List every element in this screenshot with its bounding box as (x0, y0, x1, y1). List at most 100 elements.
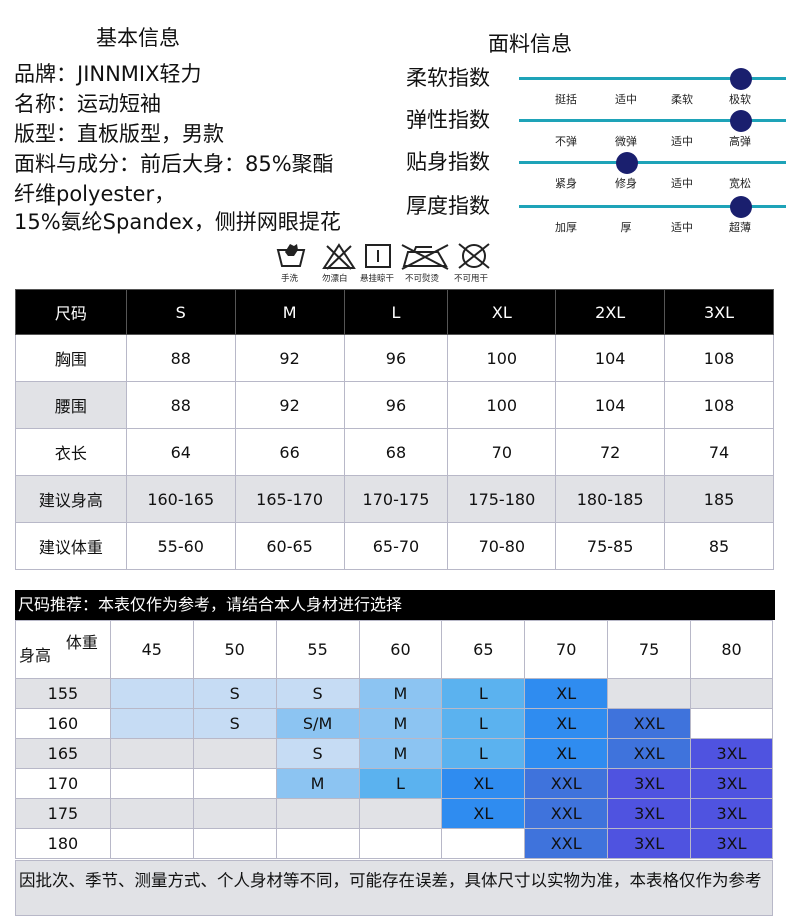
no-bleach-icon (322, 243, 356, 270)
indicator-option: 加厚 (555, 221, 577, 234)
height-cell: 165 (15, 738, 111, 769)
size-header-cell: 尺码 (15, 289, 127, 335)
recommend-cell (690, 678, 773, 709)
recommend-cell (192, 798, 277, 829)
height-cell: 155 (15, 678, 111, 709)
recommend-cell: XXL (607, 708, 692, 739)
size-row-label: 建议身高 (15, 475, 127, 523)
size-header-cell: L (343, 289, 449, 335)
recommend-cell (275, 798, 360, 829)
size-cell: 185 (664, 475, 774, 523)
indicator-label: 贴身指数 (406, 150, 490, 174)
recommend-cell: 3XL (690, 828, 773, 859)
size-cell: 65-70 (343, 522, 449, 570)
recommend-cell: M (358, 678, 443, 709)
recommend-cell: 3XL (690, 798, 773, 829)
size-table-row: 腰围 88 92 96 100 104 108 (15, 381, 774, 429)
size-header-cell: S (125, 289, 236, 335)
size-cell: 70-80 (447, 522, 557, 570)
indicator-option: 不弹 (555, 135, 577, 148)
indicator-track (519, 119, 786, 122)
recommend-cell (192, 738, 277, 769)
recommend-cell: XL (524, 678, 609, 709)
indicator-track (519, 161, 786, 164)
size-row-label: 建议体重 (15, 522, 127, 570)
size-table-row: 胸围 88 92 96 100 104 108 (15, 334, 774, 382)
size-cell: 96 (343, 381, 449, 429)
material-line-2: 纤维polyester， (14, 182, 176, 206)
material-line-3: 15%氨纶Spandex，侧拼网眼提花 (14, 210, 341, 234)
recommend-cell: S (192, 678, 277, 709)
recommend-cell: M (275, 768, 360, 799)
recommend-cell (441, 828, 526, 859)
hand-wash-icon (276, 244, 306, 267)
indicator-label: 厚度指数 (406, 194, 490, 218)
indicator-option: 宽松 (729, 177, 751, 190)
fabric-info-title: 面料信息 (488, 32, 572, 56)
recommend-cell (358, 828, 443, 859)
size-cell: 88 (125, 334, 236, 382)
corner-cell: 体重 身高 (15, 620, 111, 679)
recommend-cell: XL (441, 798, 526, 829)
recommend-cell: S (275, 678, 360, 709)
recommend-cell: L (441, 738, 526, 769)
size-cell: 66 (234, 428, 345, 476)
size-cell: 108 (664, 381, 774, 429)
recommend-cell (109, 708, 194, 739)
size-cell: 75-85 (555, 522, 666, 570)
indicator-option: 柔软 (671, 93, 693, 106)
recommend-cell: XL (441, 768, 526, 799)
indicator-dot (616, 152, 638, 174)
recommend-row: 160 S S/M M L XL XXL (15, 708, 773, 739)
size-cell: 170-175 (343, 475, 449, 523)
indicator-label: 柔软指数 (406, 66, 490, 90)
fit-line: 版型：直板版型，男款 (14, 122, 224, 146)
recommend-cell: M (358, 738, 443, 769)
recommend-cell: S (275, 738, 360, 769)
size-cell: 92 (234, 334, 345, 382)
recommend-cell (192, 828, 277, 859)
size-cell: 55-60 (125, 522, 236, 570)
recommend-cell: XXL (524, 798, 609, 829)
size-cell: 175-180 (447, 475, 557, 523)
recommend-cell: L (441, 678, 526, 709)
recommend-table: 体重 身高 45 50 55 60 65 70 75 80 155 S S M L XL 160 S S/M M… (15, 620, 773, 859)
size-table-row: 建议体重 55-60 60-65 65-70 70-80 75-85 85 (15, 522, 774, 570)
size-cell: 88 (125, 381, 236, 429)
recommend-cell: S/M (275, 708, 360, 739)
size-cell: 64 (125, 428, 236, 476)
no-iron-icon (401, 244, 449, 270)
size-cell: 70 (447, 428, 557, 476)
size-cell: 74 (664, 428, 774, 476)
recommend-cell: S (192, 708, 277, 739)
recommend-row: 155 S S M L XL (15, 678, 773, 709)
recommend-cell (109, 828, 194, 859)
size-cell: 96 (343, 334, 449, 382)
recommend-row: 170 M L XL XXL 3XL 3XL (15, 768, 773, 799)
size-cell: 100 (447, 381, 557, 429)
size-row-label: 衣长 (15, 428, 127, 476)
indicator-option: 适中 (615, 93, 637, 106)
basic-info-title: 基本信息 (96, 26, 180, 50)
recommend-cell (358, 798, 443, 829)
recommend-cell (607, 678, 692, 709)
size-header-cell: XL (447, 289, 557, 335)
recommend-cell: 3XL (607, 798, 692, 829)
size-cell: 180-185 (555, 475, 666, 523)
size-cell: 165-170 (234, 475, 345, 523)
recommend-cell (690, 708, 773, 739)
indicator-option: 适中 (671, 135, 693, 148)
size-cell: 100 (447, 334, 557, 382)
size-cell: 92 (234, 381, 345, 429)
recommend-cell: 3XL (690, 738, 773, 769)
recommend-cell: XXL (524, 828, 609, 859)
indicator-option: 修身 (615, 177, 637, 190)
recommend-cell (192, 768, 277, 799)
hang-dry-icon (365, 244, 391, 268)
size-header-cell: M (234, 289, 345, 335)
indicator-option: 紧身 (555, 177, 577, 190)
size-row-label: 胸围 (15, 334, 127, 382)
size-cell: 108 (664, 334, 774, 382)
height-cell: 180 (15, 828, 111, 859)
recommend-cell: XXL (607, 738, 692, 769)
